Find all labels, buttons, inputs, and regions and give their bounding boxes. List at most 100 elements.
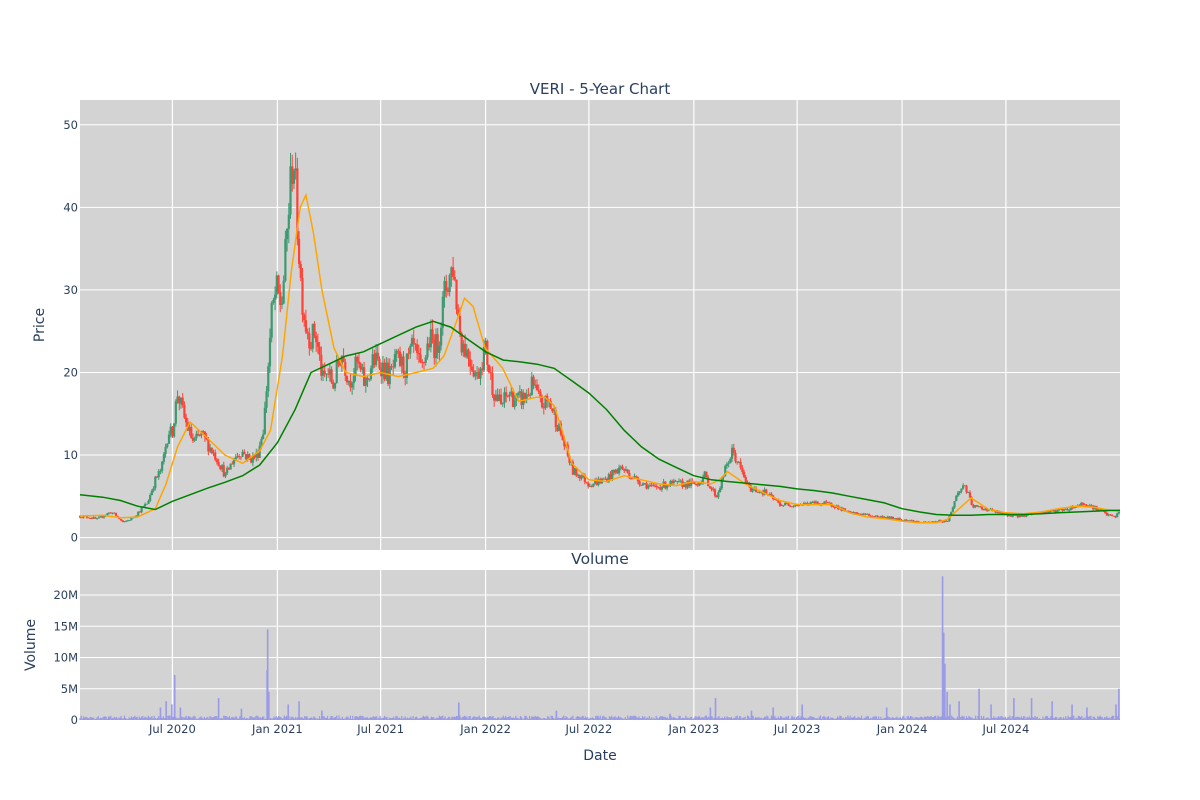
volume-bar — [743, 717, 745, 720]
volume-bar — [115, 716, 118, 720]
volume-bar — [647, 717, 649, 720]
volume-bar — [479, 717, 482, 720]
volume-bar — [601, 716, 604, 720]
volume-bar — [791, 715, 793, 720]
volume-bar — [469, 716, 471, 720]
candle-body — [549, 400, 552, 409]
candle-body — [850, 511, 853, 513]
volume-bar — [918, 717, 920, 720]
volume-bar — [548, 716, 550, 720]
candle-body — [359, 363, 362, 370]
volume-bar — [800, 716, 802, 720]
candle-body — [374, 352, 378, 366]
candle-body — [154, 476, 157, 489]
candle-body — [876, 515, 879, 517]
volume-bar — [296, 718, 298, 720]
volume-bar — [112, 718, 114, 720]
volume-bar — [471, 717, 474, 720]
volume-bar — [216, 716, 218, 720]
candle-body — [267, 366, 270, 392]
volume-bar — [1003, 717, 1005, 720]
volume-bar — [303, 718, 305, 720]
volume-bar — [453, 716, 455, 720]
volume-bar — [887, 716, 889, 720]
volume-bar — [506, 717, 508, 720]
candle-body — [595, 480, 598, 485]
volume-bar — [826, 716, 828, 720]
volume-bar — [1097, 716, 1099, 720]
candle-body — [643, 483, 646, 484]
candle-body — [386, 362, 390, 385]
volume-bar — [860, 715, 863, 720]
date-tick-label: Jul 2023 — [773, 722, 821, 736]
volume-bar — [672, 716, 674, 720]
volume-bar — [1011, 716, 1013, 720]
volume-bar — [1050, 716, 1052, 720]
volume-bar — [126, 718, 128, 720]
candle-body — [732, 447, 735, 453]
volume-bar — [645, 718, 647, 720]
volume-bar — [1041, 718, 1043, 720]
candle-body — [552, 410, 556, 412]
volume-bar — [518, 718, 520, 720]
volume-bar — [709, 707, 712, 720]
candle-body — [884, 517, 888, 519]
date-tick-label: Jan 2022 — [459, 722, 511, 736]
volume-bar — [726, 716, 728, 720]
candle-body — [243, 451, 246, 455]
volume-bar — [1107, 718, 1109, 720]
volume-bar — [878, 716, 880, 720]
volume-bar — [538, 716, 540, 720]
volume-bar — [519, 715, 522, 720]
volume-bar — [920, 716, 922, 720]
volume-bar — [999, 717, 1001, 720]
volume-bar — [873, 716, 875, 720]
candle-body — [712, 489, 715, 491]
volume-bar — [941, 576, 944, 720]
volume-bar — [938, 716, 940, 720]
volume-bar — [242, 717, 244, 720]
volume-bar — [797, 716, 799, 720]
volume-bar — [971, 717, 973, 720]
volume-bar — [644, 716, 646, 720]
volume-bar — [110, 715, 112, 720]
candle-body — [438, 345, 441, 353]
volume-bar — [188, 716, 191, 720]
volume-bar — [1029, 718, 1032, 720]
volume-bar — [1059, 716, 1061, 720]
volume-bar — [630, 715, 632, 720]
volume-bar — [671, 717, 673, 720]
volume-bar — [483, 716, 485, 720]
volume-bar — [138, 716, 140, 720]
volume-bar — [522, 718, 524, 720]
volume-bar — [388, 717, 390, 720]
volume-bar — [595, 716, 597, 720]
candle-body — [277, 275, 280, 292]
volume-bar — [799, 717, 801, 720]
candle-body — [289, 166, 292, 215]
candle-body — [217, 461, 220, 466]
candle-body — [578, 474, 581, 479]
volume-bar — [101, 718, 103, 720]
candle-body — [891, 516, 895, 519]
volume-bar — [783, 717, 785, 720]
volume-bar — [714, 698, 717, 720]
volume-bar — [997, 716, 1000, 720]
candle-body — [166, 443, 169, 447]
candle-body — [890, 516, 893, 519]
candle-body — [1085, 504, 1088, 506]
volume-bar — [540, 718, 542, 720]
candle-body — [724, 465, 727, 477]
volume-bar — [858, 717, 860, 720]
candle-body — [756, 491, 759, 493]
volume-bar — [1075, 717, 1077, 720]
volume-bar — [411, 718, 413, 720]
candle-body — [191, 437, 195, 441]
volume-bar — [526, 717, 528, 720]
candle-body — [159, 470, 162, 472]
candle-body — [775, 499, 778, 501]
volume-bar — [717, 717, 719, 720]
volume-bar — [206, 717, 208, 720]
volume-bar — [147, 715, 150, 720]
volume-bar — [387, 718, 389, 720]
